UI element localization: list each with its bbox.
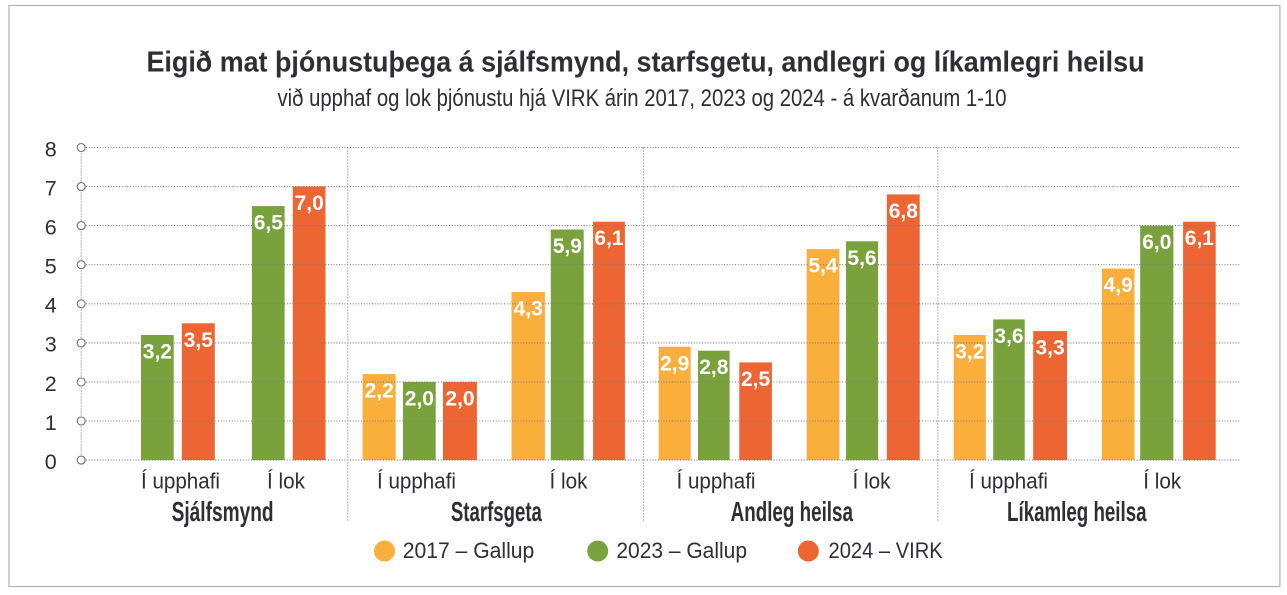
svg-text:6,1: 6,1	[594, 227, 624, 250]
svg-text:Í upphafi: Í upphafi	[141, 469, 220, 494]
svg-text:Í lok: Í lok	[1143, 469, 1182, 494]
svg-text:3,3: 3,3	[1035, 337, 1064, 360]
svg-text:3,6: 3,6	[994, 325, 1023, 348]
svg-text:Andleg heilsa: Andleg heilsa	[731, 496, 854, 527]
svg-text:4,3: 4,3	[514, 298, 543, 321]
svg-text:Eigið mat þjónustuþega á sjálf: Eigið mat þjónustuþega á sjálfsmynd, sta…	[147, 47, 1145, 79]
svg-text:2,0: 2,0	[405, 387, 434, 410]
svg-text:2024 – VIRK: 2024 – VIRK	[829, 538, 943, 563]
svg-text:Í lok: Í lok	[267, 469, 306, 494]
svg-text:3,5: 3,5	[184, 329, 214, 352]
svg-text:7: 7	[45, 176, 57, 200]
svg-text:2,0: 2,0	[445, 387, 474, 410]
svg-text:Starfsgeta: Starfsgeta	[451, 496, 542, 527]
svg-text:2023 – Gallup: 2023 – Gallup	[616, 538, 747, 563]
svg-text:2,2: 2,2	[365, 380, 394, 403]
svg-text:4,9: 4,9	[1104, 274, 1133, 297]
svg-text:3: 3	[45, 333, 57, 357]
svg-text:0: 0	[45, 450, 57, 474]
svg-text:3,2: 3,2	[143, 341, 172, 364]
svg-text:Í upphafi: Í upphafi	[677, 469, 756, 494]
svg-text:Í lok: Í lok	[550, 469, 589, 494]
svg-text:6,5: 6,5	[254, 212, 284, 235]
svg-text:2,5: 2,5	[741, 368, 771, 391]
svg-text:8: 8	[45, 137, 57, 161]
svg-text:Í upphafi: Í upphafi	[969, 469, 1048, 494]
svg-text:4: 4	[45, 294, 57, 318]
svg-text:Í lok: Í lok	[853, 469, 892, 494]
svg-text:5,6: 5,6	[847, 247, 876, 270]
svg-text:5,4: 5,4	[808, 255, 838, 278]
svg-text:5: 5	[45, 255, 57, 279]
svg-text:1: 1	[45, 411, 57, 435]
svg-text:Sjálfsmynd: Sjálfsmynd	[172, 496, 274, 527]
svg-text:2: 2	[45, 372, 57, 396]
svg-text:2,9: 2,9	[660, 352, 689, 375]
svg-text:6: 6	[45, 215, 57, 239]
svg-text:5,9: 5,9	[553, 235, 582, 258]
svg-text:við upphaf og lok þjónustu hjá: við upphaf og lok þjónustu hjá VIRK árin…	[278, 85, 1007, 112]
svg-text:2,8: 2,8	[699, 356, 729, 379]
svg-text:6,8: 6,8	[889, 200, 919, 223]
svg-text:2017 – Gallup: 2017 – Gallup	[403, 538, 535, 563]
svg-text:Í upphafi: Í upphafi	[377, 469, 456, 494]
svg-text:Líkamleg heilsa: Líkamleg heilsa	[1007, 496, 1147, 527]
svg-text:7,0: 7,0	[295, 192, 324, 215]
svg-text:6,0: 6,0	[1142, 231, 1171, 254]
svg-text:3,2: 3,2	[955, 341, 984, 364]
svg-text:6,1: 6,1	[1185, 227, 1215, 250]
